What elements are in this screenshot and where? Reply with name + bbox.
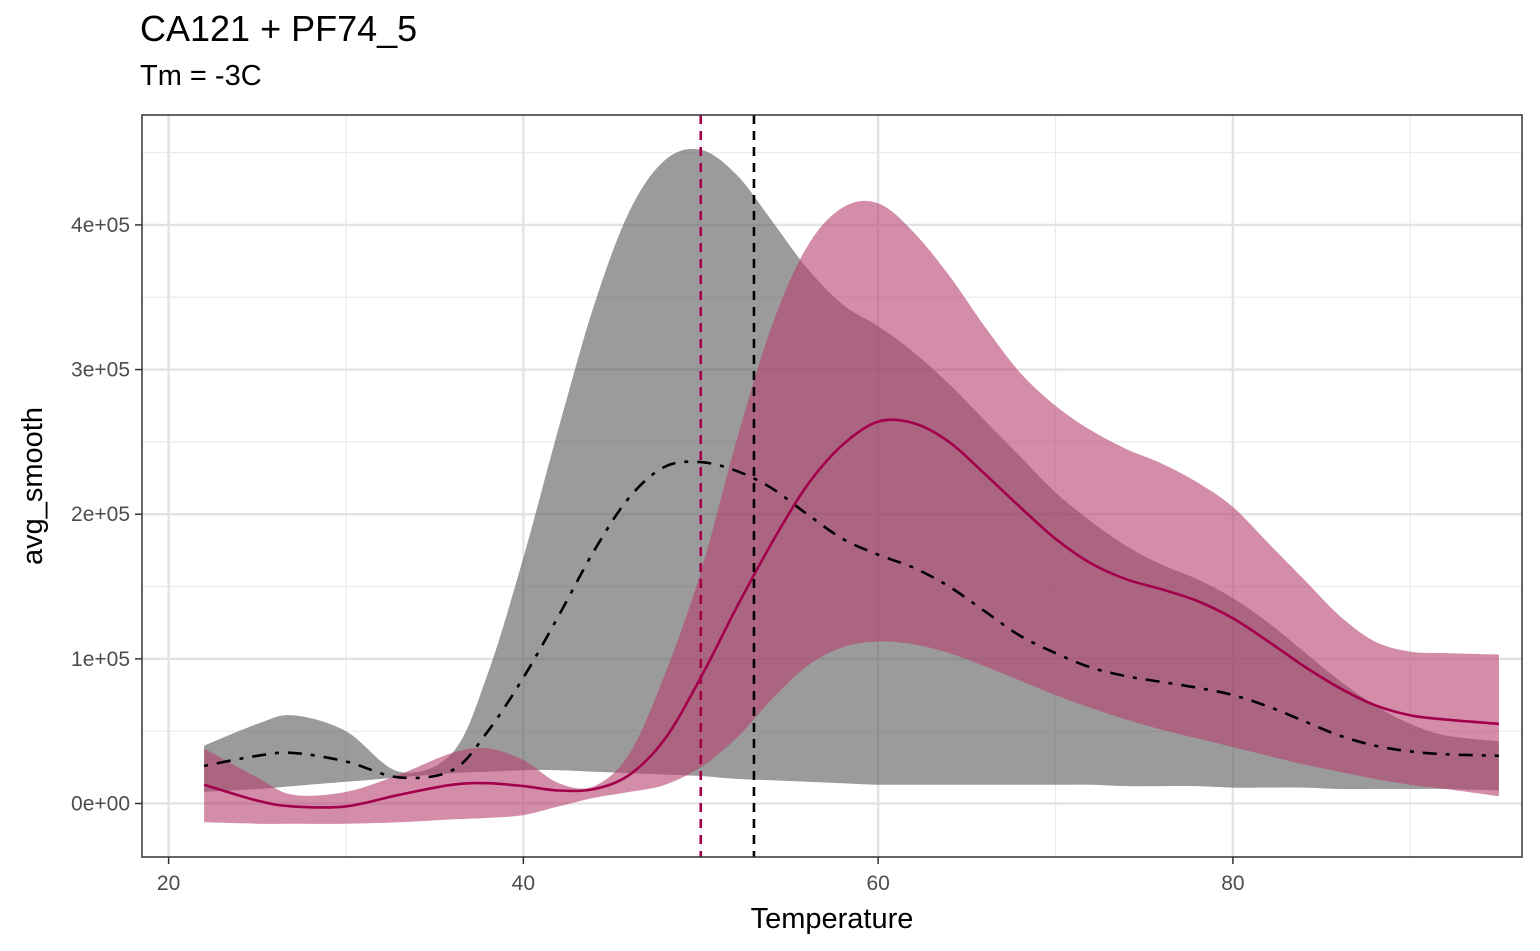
confidence-ribbon-2 [204, 200, 1499, 824]
y-tick-label: 1e+05 [71, 648, 130, 671]
series-line-1 [203, 460, 1499, 780]
reference-lines [699, 115, 756, 857]
y-tick-label: 0e+00 [71, 792, 130, 815]
x-tick-label: 40 [512, 872, 535, 895]
x-axis-title: Temperature [751, 903, 914, 935]
y-tick-label: 2e+05 [71, 503, 130, 526]
plot-border [141, 114, 1523, 858]
x-axis: 20 40 60 80 [157, 857, 1245, 895]
series-lines [203, 418, 1500, 809]
x-tick-label: 60 [866, 872, 889, 895]
chart-subtitle: Tm = -3C [140, 60, 262, 92]
confidence-ribbons [204, 148, 1499, 824]
y-tick-label: 4e+05 [71, 214, 130, 237]
x-tick-label: 20 [157, 872, 180, 895]
y-axis: 0e+00 1e+05 2e+05 3e+05 4e+05 [71, 214, 142, 815]
chart-title: CA121 + PF74_5 [140, 8, 418, 49]
y-axis-title: avg_smooth [17, 407, 49, 565]
x-tick-label: 80 [1221, 872, 1244, 895]
y-tick-label: 3e+05 [71, 359, 130, 382]
series-line-2 [203, 418, 1500, 809]
